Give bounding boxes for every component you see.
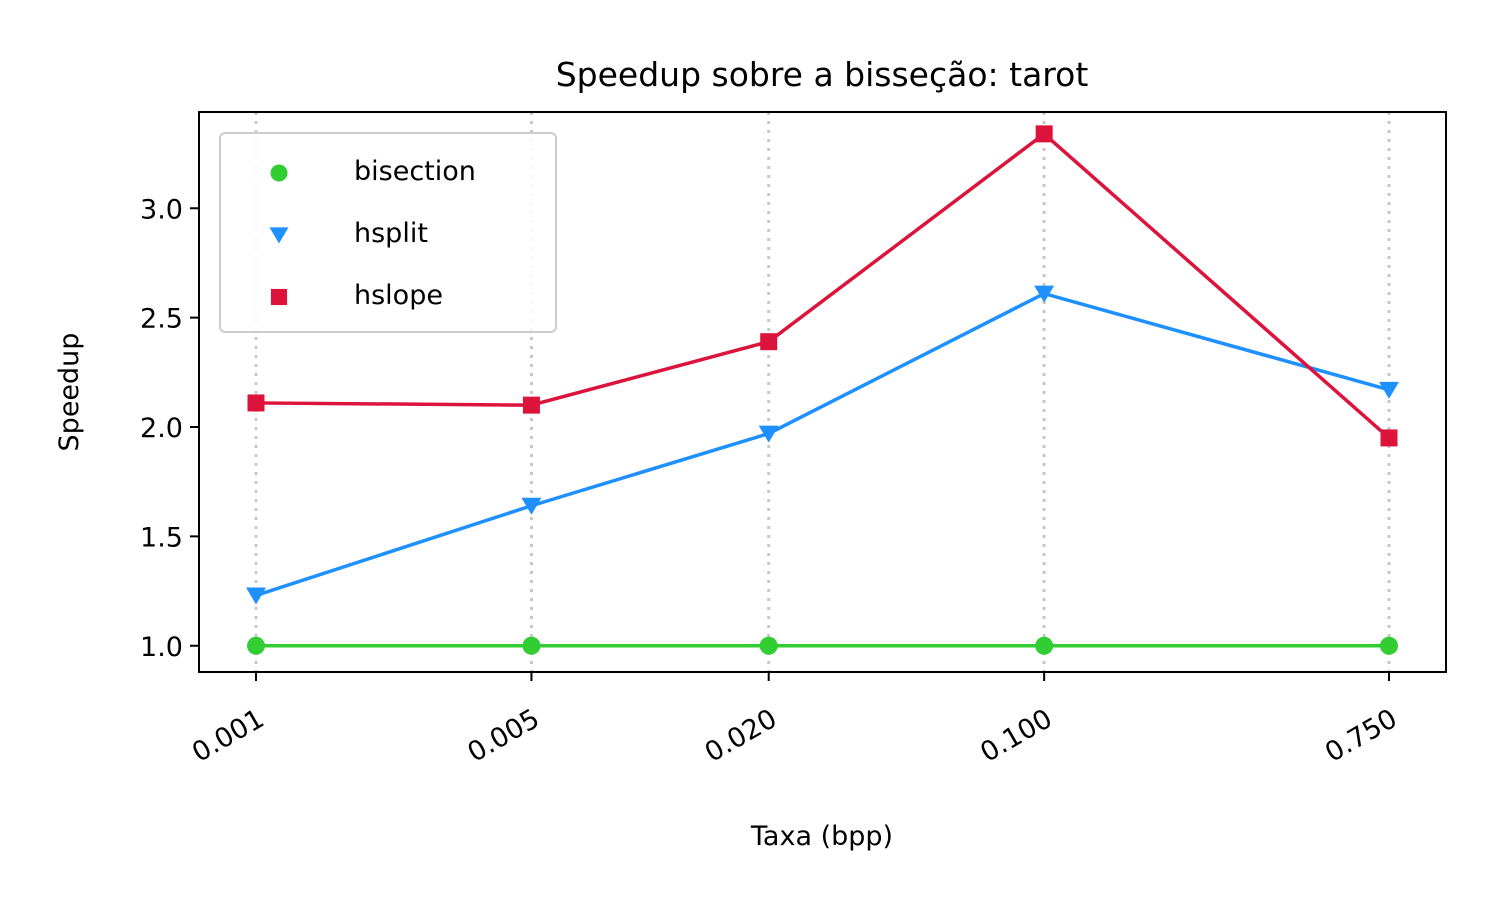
series-hslope	[247, 125, 1398, 447]
y-tick-label: 3.0	[140, 194, 183, 225]
data-point-hslope	[760, 333, 778, 351]
legend-marker-hslope	[270, 288, 288, 306]
x-tick-label: 0.020	[700, 703, 782, 768]
data-point-hslope	[1035, 125, 1053, 143]
x-tick-label: 0.001	[187, 703, 269, 768]
x-tick-label: 0.100	[975, 703, 1057, 768]
chart-title: Speedup sobre a bisseção: tarot	[556, 55, 1089, 94]
y-axis-label: Speedup	[54, 333, 85, 452]
x-axis-ticks: 0.001 0.005 0.020 0.100 0.750	[187, 672, 1403, 769]
y-tick-label: 2.0	[140, 413, 183, 444]
series-line-hsplit	[255, 291, 1390, 598]
series-hsplit	[246, 285, 1399, 605]
legend-marker-hsplit	[269, 227, 289, 244]
series-bisection	[247, 636, 1398, 655]
legend-label-hslope: hslope	[354, 280, 443, 311]
data-point-hsplit	[246, 587, 266, 605]
data-point-hslope	[522, 396, 540, 414]
y-tick-label: 1.5	[140, 522, 183, 553]
x-tick-label: 0.750	[1320, 703, 1402, 768]
legend-label-hsplit: hsplit	[354, 218, 428, 249]
series-layer	[246, 125, 1399, 655]
data-point-bisection	[1380, 636, 1398, 655]
x-axis-label: Taxa (bpp)	[750, 821, 893, 852]
data-point-hsplit	[521, 497, 542, 515]
data-point-bisection	[759, 636, 778, 655]
data-point-hsplit	[758, 425, 779, 443]
legend-marker-bisection	[270, 164, 288, 182]
y-tick-label: 2.5	[140, 304, 183, 335]
x-tick-label: 0.005	[463, 703, 545, 768]
data-point-hsplit	[1034, 285, 1055, 303]
data-point-bisection	[522, 636, 541, 655]
legend: bisection hsplit hslope	[219, 132, 557, 333]
y-tick-label: 1.0	[140, 632, 183, 663]
data-point-hsplit	[1379, 381, 1399, 399]
data-point-bisection	[247, 636, 265, 655]
legend-label-bisection: bisection	[354, 156, 476, 187]
data-point-hslope	[247, 394, 265, 412]
data-point-hslope	[1380, 429, 1398, 447]
legend-box	[219, 132, 557, 333]
plot-frame	[198, 111, 1447, 673]
y-axis-ticks: 1.0 1.5 2.0 2.5 3.0	[140, 194, 199, 663]
data-point-bisection	[1035, 636, 1054, 655]
